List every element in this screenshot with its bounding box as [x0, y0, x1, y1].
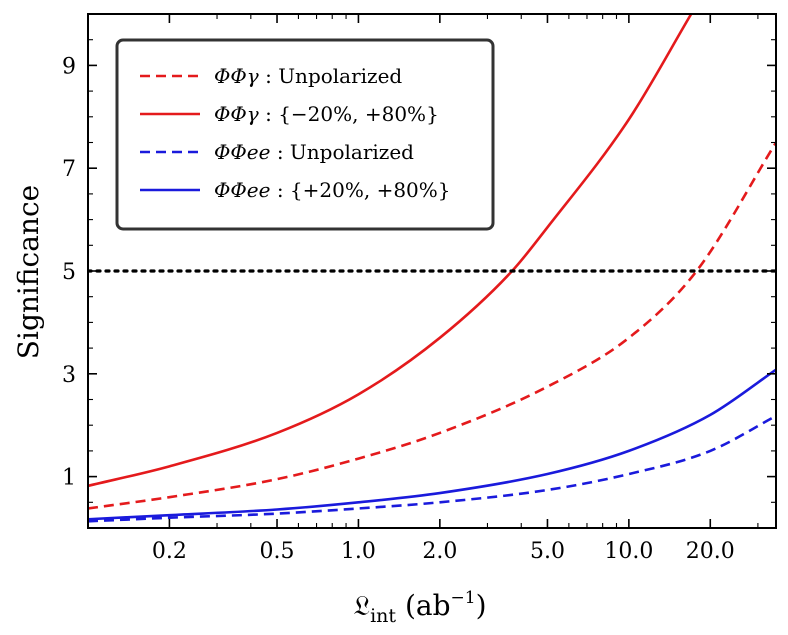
x-axis-title-unit: (ab	[396, 589, 450, 622]
legend-label: ΦΦγ : Unpolarized	[214, 64, 402, 88]
legend-box	[115, 38, 495, 231]
y-tick-label: 1	[62, 466, 76, 491]
x-axis-title-exponent: −1	[451, 588, 476, 608]
x-tick-label: 20.0	[686, 539, 735, 564]
x-axis-title-symbol: 𝔏	[353, 589, 370, 622]
legend-entry-2: ΦΦγ : {−20%, +80%}	[140, 102, 439, 126]
legend-entry-4: ΦΦee : {+20%, +80%}	[140, 178, 451, 202]
series-line-3	[88, 414, 776, 523]
legend-label-text: : {−20%, +80%}	[259, 102, 439, 126]
y-tick-label: 9	[62, 54, 76, 79]
legend-label-symbol: ΦΦee	[214, 140, 270, 164]
y-tick-label: 7	[62, 157, 76, 182]
series-line-2	[88, 14, 693, 488]
legend-entry-1: ΦΦγ : Unpolarized	[140, 64, 402, 88]
legend-label-text: : {+20%, +80%}	[270, 178, 450, 202]
series-line-1	[88, 141, 776, 510]
x-axis-title: 𝔏int (ab−1)	[353, 588, 486, 627]
legend-label: ΦΦee : {+20%, +80%}	[214, 178, 451, 202]
x-tick-label: 1.0	[341, 539, 376, 564]
legend-label-text: : Unpolarized	[259, 64, 403, 88]
y-tick-label: 5	[62, 260, 76, 285]
legend-label: ΦΦγ : {−20%, +80%}	[214, 102, 439, 126]
x-axis-title-subscript: int	[370, 605, 396, 627]
series-layer	[88, 14, 776, 523]
legend-label-symbol: ΦΦγ	[214, 64, 259, 88]
legend-label-symbol: ΦΦee	[214, 178, 270, 202]
y-tick-label: 3	[62, 363, 76, 388]
series-line-4	[88, 368, 776, 521]
legend-label: ΦΦee : Unpolarized	[214, 140, 414, 164]
x-tick-label: 0.2	[152, 539, 187, 564]
x-tick-label: 2.0	[422, 539, 457, 564]
legend-label-symbol: ΦΦγ	[214, 102, 259, 126]
x-tick-label: 0.5	[260, 539, 295, 564]
x-axis-title-unit-close: )	[476, 589, 487, 622]
legend-entry-3: ΦΦee : Unpolarized	[140, 140, 414, 164]
x-tick-label: 5.0	[530, 539, 565, 564]
ticks-layer: 0.2 0.5 1.0 2.0 5.0 10.0 20.0 1 3 5 7 9	[62, 14, 776, 564]
y-axis-title: Significance	[12, 185, 45, 359]
plot-frame	[87, 13, 777, 529]
legend-label-text: : Unpolarized	[270, 140, 414, 164]
x-tick-label: 10.0	[604, 539, 653, 564]
